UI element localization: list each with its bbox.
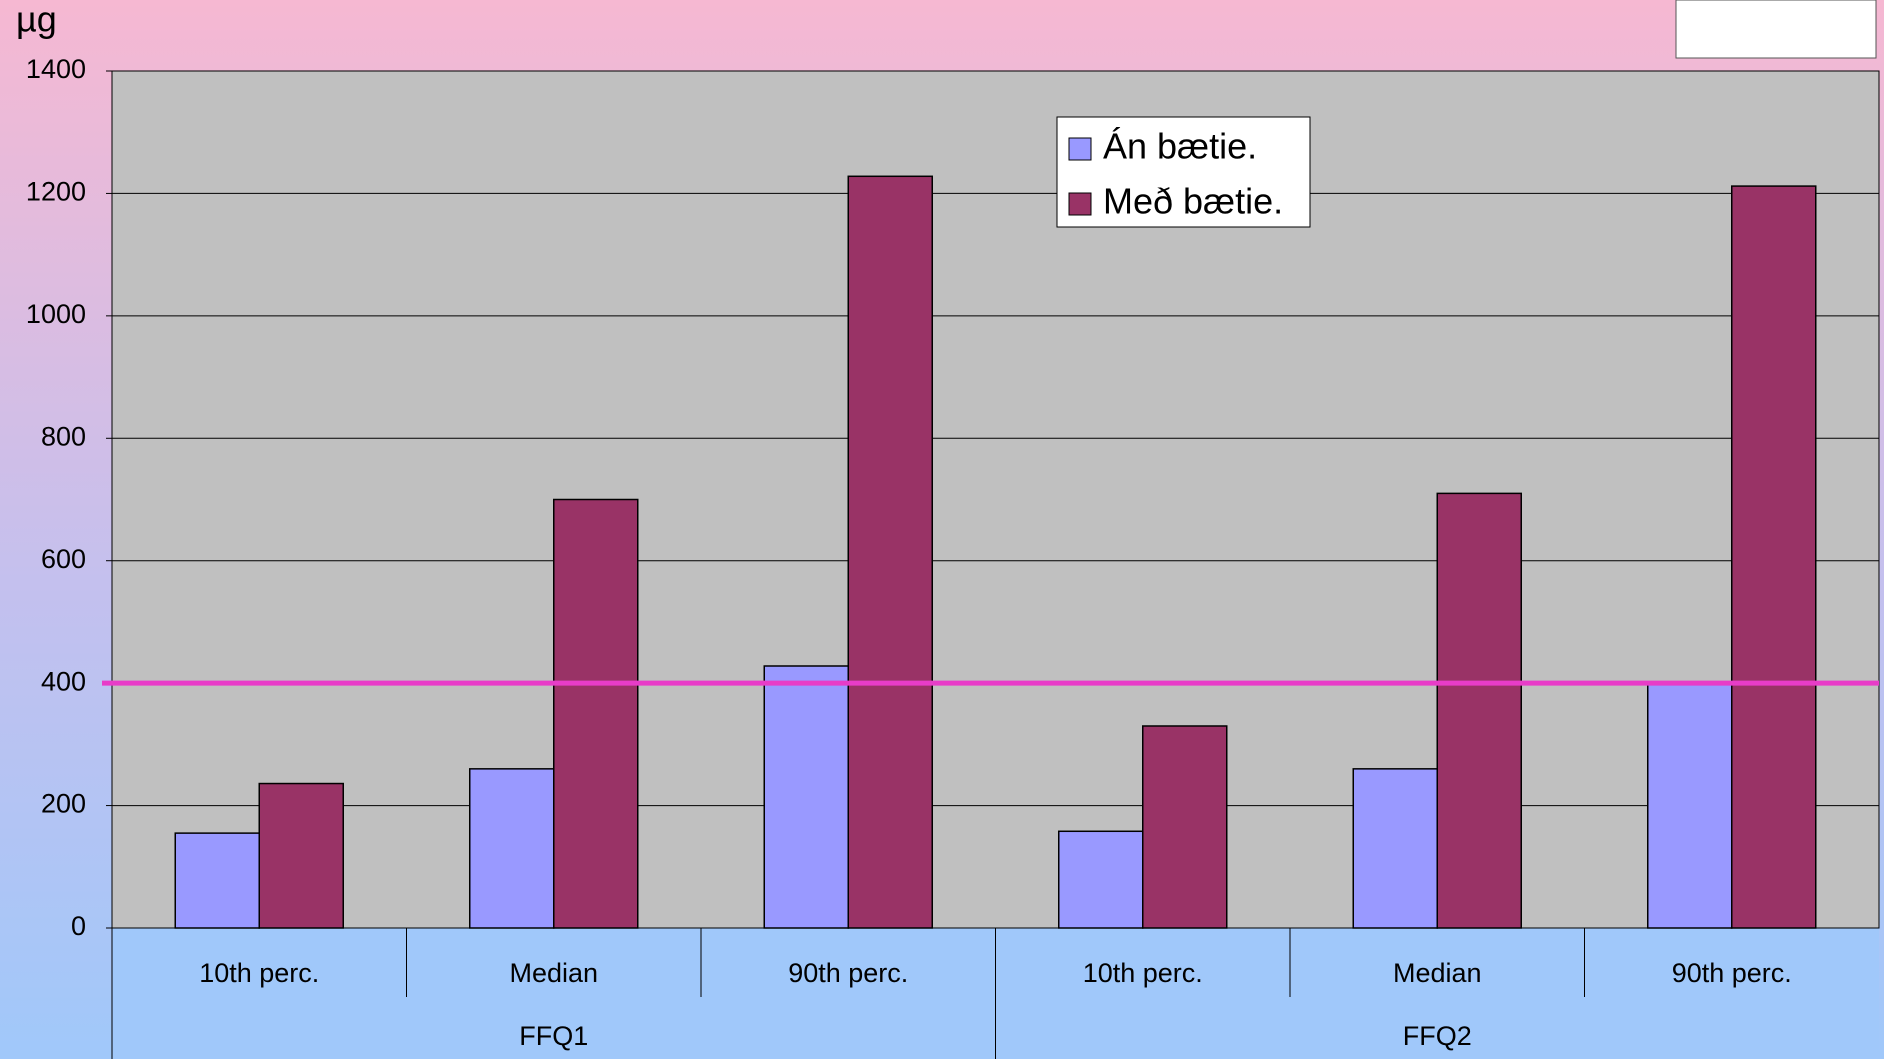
y-unit-label: µg — [16, 0, 57, 40]
legend — [1056, 116, 1311, 228]
x-tick-label: Median — [1393, 958, 1482, 988]
bar — [763, 665, 849, 929]
x-tick-label: Median — [509, 958, 598, 988]
legend-label: Án bætie. — [1103, 126, 1257, 167]
group-label: FFQ2 — [1403, 1021, 1472, 1051]
legend-swatch — [1068, 192, 1092, 216]
bar — [469, 768, 555, 929]
y-tick-label: 1200 — [26, 177, 86, 207]
bar — [1436, 492, 1522, 929]
bar — [1058, 830, 1144, 929]
bar — [553, 498, 639, 929]
legend-label: Með bætie. — [1103, 181, 1283, 222]
y-tick-label: 1000 — [26, 299, 86, 329]
bar — [847, 175, 933, 929]
bar — [258, 782, 344, 929]
y-tick-label: 400 — [41, 666, 86, 696]
y-tick-label: 200 — [41, 789, 86, 819]
plot-area — [111, 70, 1880, 929]
bar — [1352, 768, 1438, 929]
bar — [1731, 185, 1817, 929]
group-label: FFQ1 — [519, 1021, 588, 1051]
y-tick-label: 600 — [41, 544, 86, 574]
x-tick-label: 10th perc. — [199, 958, 319, 988]
bar — [174, 832, 260, 929]
legend-swatch — [1068, 137, 1092, 161]
y-tick-label: 800 — [41, 421, 86, 451]
x-tick-label: 90th perc. — [1672, 958, 1792, 988]
bar — [1142, 725, 1228, 929]
y-tick-label: 0 — [71, 911, 86, 941]
x-tick-label: 90th perc. — [788, 958, 908, 988]
corner-image — [1675, 0, 1877, 59]
x-tick-label: 10th perc. — [1083, 958, 1203, 988]
y-tick-label: 1400 — [26, 54, 86, 84]
bar — [1647, 682, 1733, 929]
